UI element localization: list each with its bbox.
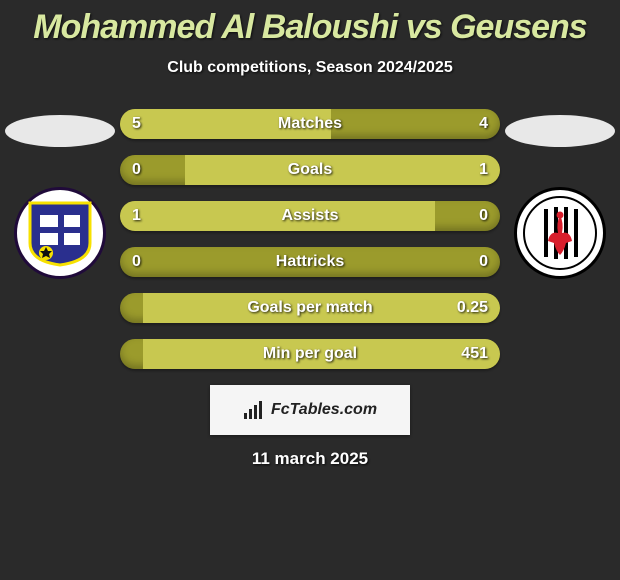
right-column: [500, 109, 620, 279]
stat-bar: 1 0 Assists: [120, 201, 500, 231]
stat-bar: 0.25 Goals per match: [120, 293, 500, 323]
shield-icon: [522, 195, 598, 271]
stat-bar: 451 Min per goal: [120, 339, 500, 369]
stat-value-left: 5: [132, 115, 141, 133]
watermark: FcTables.com: [210, 385, 410, 435]
right-player-photo-placeholder: [505, 115, 615, 147]
stat-label: Matches: [278, 115, 342, 133]
left-club-badge: [14, 187, 106, 279]
stat-value-left: 1: [132, 207, 141, 225]
stat-label: Assists: [282, 207, 339, 225]
subtitle: Club competitions, Season 2024/2025: [0, 59, 620, 77]
date-label: 11 march 2025: [0, 449, 620, 469]
stat-value-right: 0.25: [457, 299, 488, 317]
stat-value-right: 451: [461, 345, 488, 363]
stat-value-left: 0: [132, 161, 141, 179]
stat-label: Goals per match: [247, 299, 372, 317]
stat-value-left: 0: [132, 253, 141, 271]
stat-value-right: 0: [479, 207, 488, 225]
stat-value-right: 0: [479, 253, 488, 271]
chart-icon: [243, 399, 265, 421]
left-column: [0, 109, 120, 279]
stat-label: Hattricks: [276, 253, 344, 271]
stat-bar: 0 1 Goals: [120, 155, 500, 185]
shield-icon: [24, 197, 96, 269]
stat-bars: 5 4 Matches 0 1 Goals 1 0 Assists 0 0 Hattricks 0.25…: [120, 109, 500, 369]
page-title: Mohammed Al Baloushi vs Geusens: [0, 0, 620, 47]
stat-label: Min per goal: [263, 345, 357, 363]
stat-label: Goals: [288, 161, 332, 179]
comparison-layout: 5 4 Matches 0 1 Goals 1 0 Assists 0 0 Hattricks 0.25…: [0, 109, 620, 369]
right-club-badge: [514, 187, 606, 279]
stat-bar-fill-left: [120, 201, 435, 231]
stat-bar-fill-right: [185, 155, 500, 185]
stat-value-right: 4: [479, 115, 488, 133]
stat-bar: 0 0 Hattricks: [120, 247, 500, 277]
left-player-photo-placeholder: [5, 115, 115, 147]
stat-value-right: 1: [479, 161, 488, 179]
watermark-text: FcTables.com: [271, 401, 377, 419]
stat-bar: 5 4 Matches: [120, 109, 500, 139]
